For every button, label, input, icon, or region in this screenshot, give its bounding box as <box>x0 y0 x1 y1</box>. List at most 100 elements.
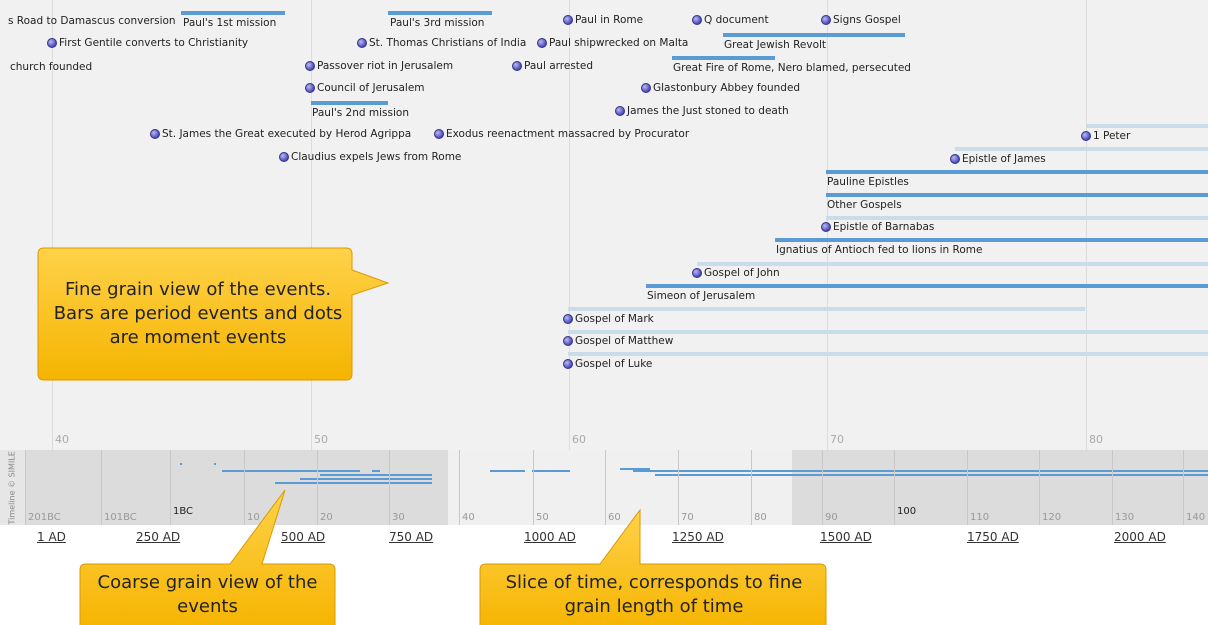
callout-text: Coarse grain view of the events <box>97 572 318 617</box>
coarse-mark <box>968 470 1208 472</box>
moment-dot <box>821 15 831 25</box>
coarse-mark <box>490 470 525 472</box>
period-bar <box>826 170 1208 174</box>
event-label: Simeon of Jerusalem <box>647 290 756 302</box>
coarse-grid <box>605 450 606 525</box>
grid-line <box>52 0 53 450</box>
coarse-mark <box>222 470 360 472</box>
coarse-grid <box>244 450 245 525</box>
period-bar <box>723 33 905 37</box>
moment-dot <box>305 61 315 71</box>
coarse-tick-label: 90 <box>825 512 838 523</box>
coarse-tick-label: 10 <box>247 512 260 523</box>
coarse-mark <box>180 463 182 465</box>
event-label: Gospel of Luke <box>575 358 653 370</box>
grid-line <box>569 0 570 450</box>
period-bar <box>1086 124 1208 128</box>
coarse-mark <box>372 470 380 472</box>
fine-tick-label: 80 <box>1089 433 1103 446</box>
event-label: Paul's 3rd mission <box>390 17 485 29</box>
overview-tick-label: 1250 AD <box>672 530 724 544</box>
overview-tick-label: 500 AD <box>281 530 326 544</box>
period-bar <box>568 352 1208 356</box>
fine-tick-label: 40 <box>55 433 69 446</box>
period-bar <box>826 193 1208 197</box>
event-label: church founded <box>10 61 93 73</box>
time-slice <box>448 450 792 525</box>
event-label: First Gentile converts to Christianity <box>59 37 249 49</box>
event-label: Great Fire of Rome, Nero blamed, persecu… <box>673 62 911 74</box>
event-label: Paul's 2nd mission <box>312 107 409 119</box>
fine-tick-label: 50 <box>314 433 328 446</box>
coarse-grid <box>101 450 102 525</box>
period-bar <box>646 284 1208 288</box>
moment-dot <box>512 61 522 71</box>
event-label: Paul's 1st mission <box>183 17 277 29</box>
overview-tick-label: 1750 AD <box>967 530 1019 544</box>
coarse-tick-label: 40 <box>462 512 475 523</box>
period-bar <box>181 11 285 15</box>
event-label: Council of Jerusalem <box>317 82 425 94</box>
period-bar <box>775 238 1208 242</box>
coarse-grid <box>822 450 823 525</box>
callout-shape <box>37 247 390 381</box>
coarse-tick-label: 100 <box>897 506 917 517</box>
coarse-mark <box>214 463 216 465</box>
coarse-mark <box>655 474 1208 476</box>
period-bar <box>826 216 1208 220</box>
moment-dot <box>47 38 57 48</box>
event-label: Signs Gospel <box>833 14 901 26</box>
grid-line <box>1086 0 1087 450</box>
event-label: Exodus reenactment massacred by Procurat… <box>446 128 690 140</box>
coarse-mark <box>633 470 1208 472</box>
period-bar <box>672 56 775 60</box>
moment-dot <box>434 129 444 139</box>
coarse-tick-label: 201BC <box>28 512 61 523</box>
grid-line <box>311 0 312 450</box>
coarse-grid <box>1039 450 1040 525</box>
coarse-grid <box>894 450 895 525</box>
coarse-grid <box>678 450 679 525</box>
moment-dot <box>615 106 625 116</box>
moment-dot <box>950 154 960 164</box>
coarse-grid <box>170 450 171 525</box>
coarse-mark <box>300 478 432 480</box>
event-label: Q document <box>704 14 769 26</box>
coarse-grid <box>25 450 26 525</box>
coarse-grid <box>1183 450 1184 525</box>
event-label: Paul shipwrecked on Malta <box>549 37 689 49</box>
event-label: Other Gospels <box>827 199 902 211</box>
coarse-grid <box>967 450 968 525</box>
credit-strip <box>0 450 26 525</box>
event-label: Claudius expels Jews from Rome <box>291 151 462 163</box>
period-bar <box>955 147 1208 151</box>
period-bar <box>311 101 388 105</box>
coarse-tick-label: 30 <box>392 512 405 523</box>
coarse-tick-label: 140 <box>1186 512 1206 523</box>
overview-tick-label: 750 AD <box>389 530 434 544</box>
moment-dot <box>641 83 651 93</box>
coarse-tick-label: 60 <box>608 512 621 523</box>
event-label: 1 Peter <box>1093 130 1131 142</box>
coarse-tick-label: 80 <box>754 512 767 523</box>
event-label: Glastonbury Abbey founded <box>653 82 801 94</box>
event-label: James the Just stoned to death <box>627 105 789 117</box>
overview-tick-label: 250 AD <box>136 530 181 544</box>
event-label: Gospel of Matthew <box>575 335 674 347</box>
event-label: Ignatius of Antioch fed to lions in Rome <box>776 244 983 256</box>
coarse-grid <box>533 450 534 525</box>
coarse-grid <box>1112 450 1113 525</box>
moment-dot <box>357 38 367 48</box>
event-label: St. James the Great executed by Herod Ag… <box>162 128 412 140</box>
coarse-tick-label: 101BC <box>104 512 137 523</box>
callout-shape <box>79 489 336 625</box>
moment-dot <box>563 359 573 369</box>
fine-tick-label: 70 <box>830 433 844 446</box>
moment-dot <box>1081 131 1091 141</box>
moment-dot <box>692 268 702 278</box>
event-label: s Road to Damascus conversion <box>8 15 176 27</box>
event-label: Paul arrested <box>524 60 594 72</box>
moment-dot <box>563 336 573 346</box>
event-label: Pauline Epistles <box>827 176 909 188</box>
